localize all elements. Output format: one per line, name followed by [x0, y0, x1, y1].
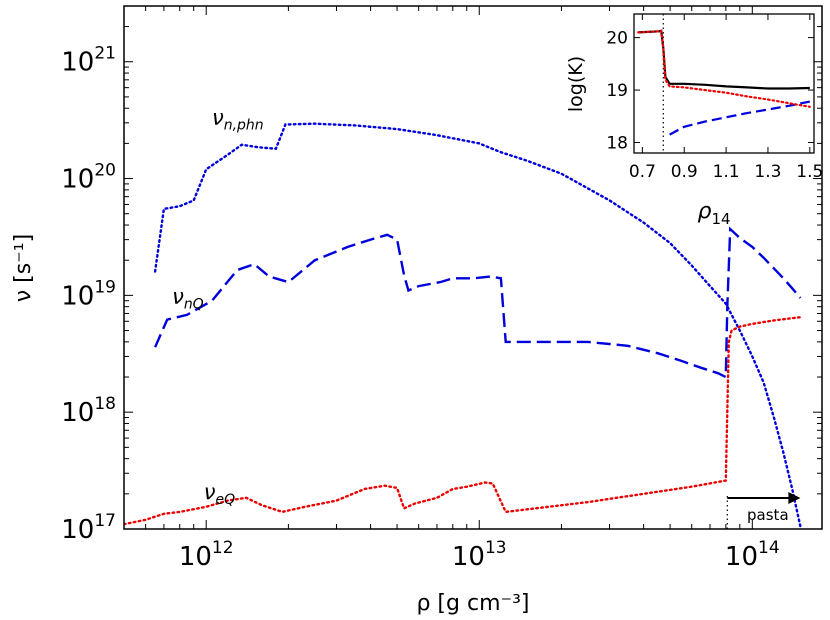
- series-label-sub: n,phn: [224, 118, 264, 134]
- tick-base: 10: [61, 398, 94, 428]
- tick-exp: 14: [758, 538, 780, 558]
- tick-base: 10: [61, 515, 94, 545]
- pasta-label: pasta: [747, 506, 789, 524]
- inset-x-label: ρ14: [697, 199, 730, 228]
- inset-series-group: [637, 14, 811, 153]
- inset-x-tick-label: 1.3: [754, 162, 781, 182]
- series-line-1: [154, 226, 802, 379]
- main-plot-frame: [123, 5, 823, 530]
- inset-frame: [633, 13, 815, 154]
- inset-background: [634, 14, 814, 153]
- series-line-0: [153, 122, 802, 528]
- inset-y-tick-label: 19: [606, 81, 628, 101]
- tick-exp: 21: [94, 44, 116, 64]
- inset-x-tick-label: 0.9: [671, 162, 698, 182]
- series-label-sub: nQ: [184, 297, 204, 313]
- main-series-group: [124, 122, 802, 528]
- tick-exp: 12: [212, 538, 234, 558]
- y-tick-label: 1019: [61, 277, 116, 311]
- tick-base: 10: [452, 542, 485, 572]
- tick-exp: 13: [485, 538, 507, 558]
- tick-base: 10: [725, 542, 758, 572]
- pasta-arrowhead: [788, 492, 801, 504]
- tick-base: 10: [61, 165, 94, 195]
- y-tick-label: 1017: [61, 511, 116, 545]
- pasta-annotation: pasta: [726, 492, 801, 529]
- x-tick-label: 1014: [725, 538, 780, 572]
- tick-exp: 20: [94, 161, 116, 181]
- tick-base: 10: [179, 542, 212, 572]
- series-label-1: νnQ: [172, 285, 204, 313]
- inset-series-line-2: [637, 29, 811, 108]
- inset-series-line-1: [669, 100, 811, 136]
- series-label-main: ν: [212, 106, 224, 130]
- series-line-2: [124, 316, 802, 526]
- inset-x-tick-label: 1.5: [796, 162, 823, 182]
- x-axis-label: ρ [g cm⁻³]: [416, 591, 529, 616]
- inset-x-tick-label: 0.7: [629, 162, 656, 182]
- tick-exp: 19: [94, 277, 116, 297]
- tick-base: 10: [61, 48, 94, 78]
- inset-y-tick-label: 20: [606, 29, 628, 49]
- tick-exp: 17: [94, 511, 116, 531]
- inset-y-label: log(K): [565, 56, 587, 112]
- series-label-main: ν: [172, 285, 184, 309]
- inset-x-tick-label: 1.1: [713, 162, 740, 182]
- x-tick-label: 1013: [452, 538, 507, 572]
- inset-plot: 0.7 0.9 1.1 1.3 1.5 18 19 20 log(K) ρ14: [565, 13, 823, 228]
- y-tick-label: 1021: [61, 44, 116, 78]
- series-label-sub: eQ: [216, 492, 236, 508]
- y-tick-label: 1020: [61, 161, 116, 195]
- tick-base: 10: [61, 281, 94, 311]
- x-tick-label: 1012: [179, 538, 234, 572]
- series-label-0: νn,phn: [212, 106, 264, 134]
- series-label-2: νeQ: [204, 480, 235, 508]
- y-axis-label: ν [s⁻¹]: [11, 234, 36, 302]
- y-tick-label: 1018: [61, 394, 116, 428]
- inset-y-tick-label: 18: [606, 134, 628, 154]
- inset-axes-ticks: 0.7 0.9 1.1 1.3 1.5 18 19 20: [606, 14, 823, 182]
- series-label-main: ν: [204, 480, 216, 504]
- tick-exp: 18: [94, 394, 116, 414]
